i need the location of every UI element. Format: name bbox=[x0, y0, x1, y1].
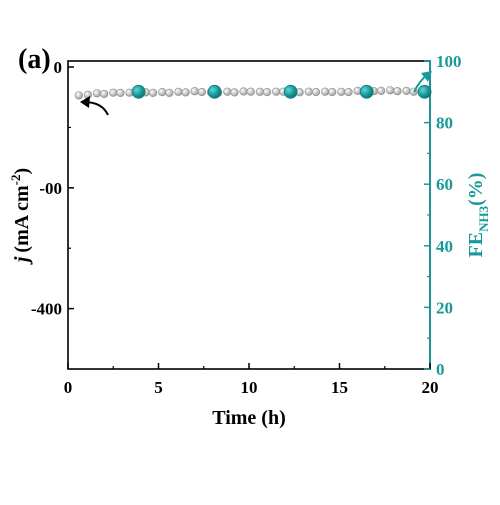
current-point bbox=[328, 87, 337, 97]
x-tick-label: 5 bbox=[154, 378, 163, 397]
current-point bbox=[74, 91, 83, 100]
left-axis-title-main: j bbox=[11, 256, 33, 265]
left-axis-title-unit: (mA cm bbox=[11, 185, 33, 253]
left-axis-title-end: ) bbox=[11, 168, 33, 175]
x-tick-label: 10 bbox=[241, 378, 258, 397]
current-point bbox=[190, 87, 199, 96]
fe-point bbox=[283, 84, 298, 99]
current-point bbox=[377, 86, 386, 95]
current-point bbox=[272, 87, 281, 96]
current-point bbox=[337, 87, 346, 96]
fe-point bbox=[417, 84, 432, 99]
right-tick-label: 20 bbox=[436, 298, 453, 317]
current-point bbox=[263, 88, 272, 97]
current-point bbox=[393, 87, 402, 96]
left-tick-label: -00 bbox=[39, 179, 62, 198]
x-tick-label: 20 bbox=[422, 378, 439, 397]
current-point bbox=[174, 87, 183, 96]
right-tick-label: 100 bbox=[436, 52, 462, 71]
right-tick-label: 60 bbox=[436, 175, 453, 194]
current-point bbox=[109, 88, 118, 97]
left-axis-arrow bbox=[80, 96, 109, 116]
bottom-axis-ticks: 0 5 10 15 20 bbox=[64, 363, 439, 397]
current-point bbox=[230, 88, 239, 97]
current-point bbox=[100, 89, 109, 99]
right-axis-title-sub: NH3 bbox=[476, 205, 491, 232]
faradaic-efficiency-series bbox=[131, 84, 432, 99]
current-point bbox=[344, 88, 353, 97]
right-axis-title-end: (%) bbox=[465, 173, 487, 206]
left-axis-title-sup: -2 bbox=[8, 175, 23, 186]
current-point bbox=[255, 87, 264, 96]
current-point bbox=[386, 86, 395, 95]
current-point bbox=[402, 86, 411, 95]
x-tick-label: 15 bbox=[331, 378, 348, 397]
current-point bbox=[320, 87, 330, 96]
fe-point bbox=[359, 84, 374, 99]
right-axis-arrow bbox=[413, 71, 432, 93]
current-point bbox=[197, 87, 207, 97]
current-point bbox=[92, 89, 102, 98]
current-point bbox=[116, 88, 125, 97]
current-point bbox=[311, 87, 321, 97]
right-tick-label: 40 bbox=[436, 237, 453, 256]
x-tick-label: 0 bbox=[64, 378, 73, 397]
current-point bbox=[158, 88, 167, 97]
left-axis-ticks: 0 -00 -400 bbox=[31, 58, 74, 319]
right-axis-ticks: 0 20 40 60 80 100 bbox=[424, 52, 462, 379]
right-tick-label: 0 bbox=[436, 360, 445, 379]
right-axis-title-main: FE bbox=[465, 232, 487, 258]
current-point bbox=[239, 87, 248, 96]
right-tick-label: 80 bbox=[436, 114, 453, 133]
left-axis-title: j (mA cm-2) bbox=[8, 168, 33, 265]
x-axis-title: Time (h) bbox=[212, 407, 286, 429]
panel-label: (a) bbox=[18, 44, 51, 75]
left-tick-label: 0 bbox=[54, 58, 63, 77]
fe-point bbox=[131, 84, 146, 99]
current-point bbox=[223, 87, 232, 96]
current-point bbox=[304, 87, 313, 96]
left-tick-label: -400 bbox=[31, 300, 62, 319]
current-density-series bbox=[74, 86, 427, 100]
current-point bbox=[246, 87, 255, 96]
plot-frame bbox=[67, 60, 431, 370]
current-point bbox=[148, 88, 158, 97]
current-point bbox=[165, 88, 174, 97]
right-axis-title: FENH3(%) bbox=[465, 173, 491, 258]
fe-point bbox=[207, 84, 222, 99]
current-point bbox=[181, 88, 190, 97]
